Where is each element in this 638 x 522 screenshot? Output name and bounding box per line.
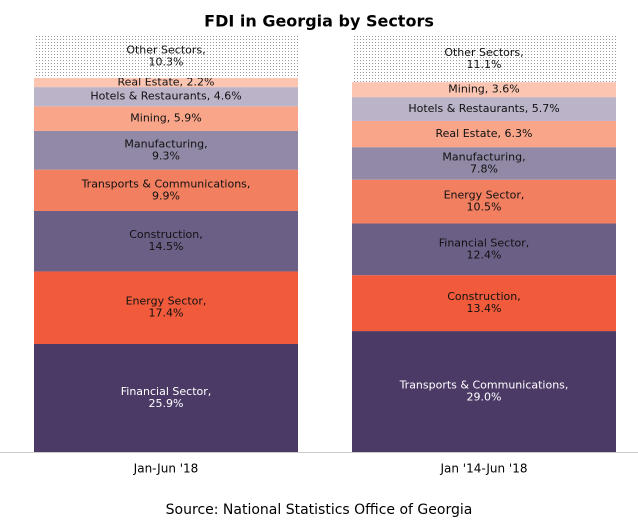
bar-segment bbox=[352, 82, 616, 98]
segment-label: Construction, bbox=[447, 290, 521, 303]
bar-segment bbox=[352, 35, 616, 83]
segment-label: 12.4% bbox=[467, 248, 502, 261]
segment-label: 25.9% bbox=[149, 397, 184, 410]
segment-label: 9.3% bbox=[152, 149, 180, 162]
segment-label: Real Estate, 6.3% bbox=[436, 127, 533, 140]
bar-segment bbox=[352, 147, 616, 180]
bar-segment bbox=[34, 130, 298, 170]
segment-label: Financial Sector, bbox=[121, 385, 212, 398]
bar-segment bbox=[34, 35, 298, 78]
bar-segment bbox=[34, 343, 298, 452]
segment-label: 10.5% bbox=[467, 201, 502, 214]
segment-label: 9.9% bbox=[152, 189, 180, 202]
bar-segment bbox=[352, 275, 616, 332]
segment-label: 29.0% bbox=[467, 391, 502, 404]
segment-label: Hotels & Restaurants, 5.7% bbox=[408, 102, 559, 115]
segment-label: Other Sectors, bbox=[444, 46, 523, 59]
bar-segment bbox=[352, 97, 616, 121]
segment-label: 7.8% bbox=[470, 162, 498, 175]
bar-segment bbox=[34, 106, 298, 131]
x-tick-label: Jan-Jun '18 bbox=[133, 462, 199, 476]
segment-label: Mining, 5.9% bbox=[130, 112, 201, 125]
segment-label: Financial Sector, bbox=[439, 236, 530, 249]
segment-label: Mining, 3.6% bbox=[448, 83, 519, 96]
bar-segment bbox=[34, 87, 298, 107]
segment-label: 11.1% bbox=[467, 58, 502, 71]
bar-segment bbox=[352, 120, 616, 148]
chart-title: FDI in Georgia by Sectors bbox=[204, 12, 434, 31]
x-tick-label: Jan '14-Jun '18 bbox=[439, 462, 527, 476]
segment-label: Hotels & Restaurants, 4.6% bbox=[90, 90, 241, 103]
bar-segment bbox=[34, 210, 298, 272]
bar-segment bbox=[352, 179, 616, 224]
source-note: Source: National Statistics Office of Ge… bbox=[166, 502, 473, 518]
segment-label: 14.5% bbox=[149, 240, 184, 253]
segment-label: Real Estate, 2.2% bbox=[118, 76, 215, 89]
segment-label: 13.4% bbox=[467, 302, 502, 315]
segment-label: Construction, bbox=[129, 228, 203, 241]
segment-label: 17.4% bbox=[149, 307, 184, 320]
bar-segment bbox=[34, 77, 298, 88]
segment-label: Other Sectors, bbox=[126, 43, 205, 56]
segment-label: Energy Sector, bbox=[444, 189, 525, 202]
segment-label: Energy Sector, bbox=[126, 295, 207, 308]
segment-label: Manufacturing, bbox=[124, 137, 207, 150]
segment-label: Transports & Communications, bbox=[81, 177, 251, 190]
segment-label: 10.3% bbox=[149, 55, 184, 68]
bar-segment bbox=[352, 223, 616, 276]
bar-segment bbox=[34, 169, 298, 211]
bar-segment bbox=[34, 271, 298, 344]
bar-segment bbox=[352, 331, 616, 452]
segment-label: Transports & Communications, bbox=[399, 379, 569, 392]
segment-label: Manufacturing, bbox=[442, 150, 525, 163]
